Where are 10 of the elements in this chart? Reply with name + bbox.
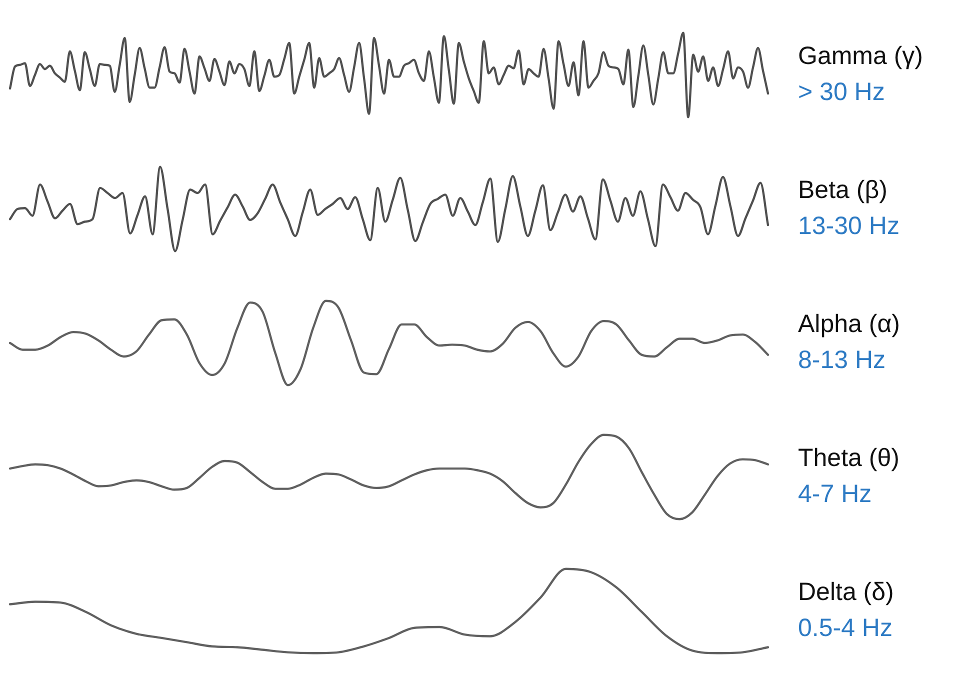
text: 0.5-4 Hz — [798, 614, 892, 642]
series-label: Theta (θ) — [798, 444, 900, 472]
text: 8-13 Hz — [798, 346, 886, 374]
text: 13-30 Hz — [798, 212, 900, 240]
text: Delta (δ) — [798, 578, 894, 606]
series-label: Beta (β) — [798, 176, 888, 204]
series-label: Gamma (γ) — [798, 42, 923, 70]
series-label: Alpha (α) — [798, 310, 900, 338]
text: 4-7 Hz — [798, 480, 872, 508]
text: > 30 Hz — [798, 78, 885, 106]
